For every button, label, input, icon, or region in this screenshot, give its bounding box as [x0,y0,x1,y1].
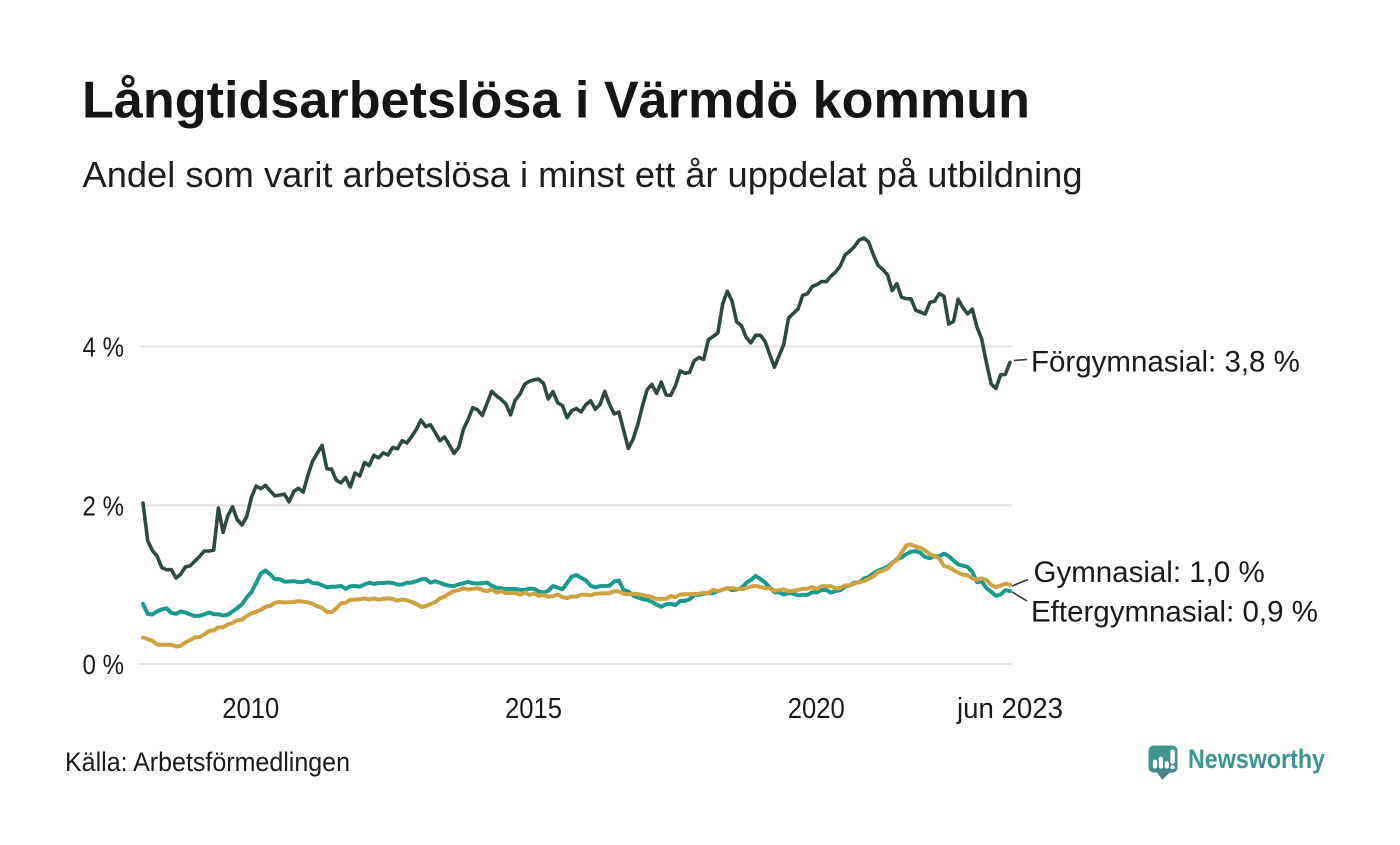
svg-text:2010: 2010 [222,693,279,725]
svg-text:Eftergymnasial: 0,9 %: Eftergymnasial: 0,9 % [1031,595,1318,628]
svg-text:Källa: Arbetsförmedlingen: Källa: Arbetsförmedlingen [65,747,350,777]
svg-text:Newsworthy: Newsworthy [1188,744,1325,774]
svg-text:Gymnasial: 1,0 %: Gymnasial: 1,0 % [1034,556,1265,589]
svg-text:2020: 2020 [788,693,845,725]
svg-text:2 %: 2 % [83,490,125,521]
svg-text:jun 2023: jun 2023 [956,693,1063,725]
svg-text:4 %: 4 % [83,332,125,363]
svg-text:Förgymnasial: 3,8 %: Förgymnasial: 3,8 % [1031,345,1300,378]
svg-text:Andel som varit arbetslösa i m: Andel som varit arbetslösa i minst ett å… [83,154,1083,195]
svg-text:Långtidsarbetslösa i Värmdö ko: Långtidsarbetslösa i Värmdö kommun [82,71,1030,129]
svg-text:2015: 2015 [505,693,562,725]
svg-text:0 %: 0 % [83,649,125,680]
